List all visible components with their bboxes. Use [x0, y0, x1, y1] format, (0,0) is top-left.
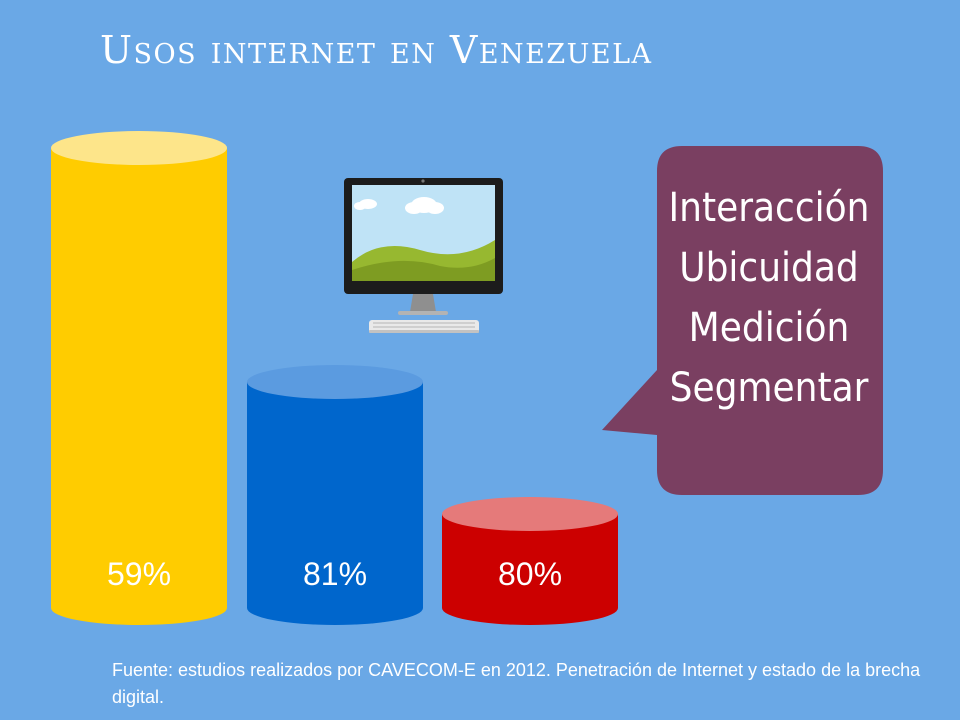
bar-1	[51, 131, 227, 625]
bubble-line-medicion: Medición	[688, 305, 850, 351]
bubble-text: Interacción Ubicuidad Medición Segmentar	[655, 178, 883, 418]
bar-label-1: 59%	[107, 556, 171, 592]
source-note: Fuente: estudios realizados por CAVECOM-…	[112, 660, 921, 707]
bars: 59% 81% 80%	[51, 131, 618, 625]
bar-label-2: 81%	[303, 556, 367, 592]
bar-label-3: 80%	[498, 556, 562, 592]
bubble-line-interaccion: Interacción	[668, 185, 870, 231]
desktop-computer-icon	[344, 178, 503, 333]
bubble-line-ubicuidad: Ubicuidad	[679, 245, 859, 291]
chart-title: Usos internet en Venezuela	[100, 28, 653, 72]
bubble-line-segmentar: Segmentar	[669, 365, 869, 411]
bar-3	[442, 497, 618, 625]
speech-bubble	[602, 146, 883, 495]
bar-2	[247, 365, 423, 625]
